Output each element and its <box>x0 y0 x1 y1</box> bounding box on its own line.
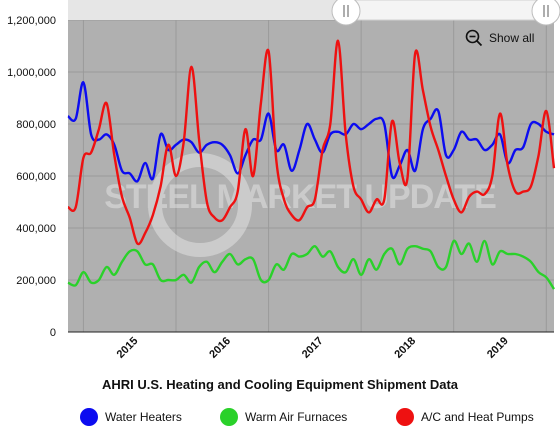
watermark-text: STEEL MARKET UPDATE <box>104 178 496 216</box>
x-tick-label: 2018 <box>392 335 418 361</box>
x-tick-label: 2016 <box>207 335 233 361</box>
series-line-warm-air-furnaces <box>67 239 556 290</box>
legend-item-ac-heat-pumps[interactable]: A/C and Heat Pumps <box>396 408 534 426</box>
legend-item-warm-air-furnaces[interactable]: Warm Air Furnaces <box>220 408 347 426</box>
x-axis-ticks: 2015 2016 2017 2018 2019 <box>115 335 511 361</box>
y-axis-ticks: 0 200,000 400,000 600,000 800,000 1,000,000 1,… <box>7 15 56 339</box>
x-tick-label: 2015 <box>115 335 141 361</box>
legend-label: A/C and Heat Pumps <box>421 410 534 424</box>
range-handle-left[interactable] <box>331 0 361 26</box>
y-tick-label: 600,000 <box>16 171 56 183</box>
legend-dot-water-heaters <box>80 408 98 426</box>
legend: Water Heaters Warm Air Furnaces A/C and … <box>0 408 560 434</box>
series-lines <box>67 39 556 290</box>
chart-canvas: STEEL MARKET UPDATE 0 200,000 400,000 600,0… <box>7 0 560 361</box>
chart-title: AHRI U.S. Heating and Cooling Equipment … <box>101 377 459 392</box>
legend-label: Warm Air Furnaces <box>245 410 348 424</box>
series-line-water-heaters <box>67 81 555 183</box>
legend-dot-warm-air-furnaces <box>220 408 238 426</box>
range-scrollbar[interactable] <box>68 0 560 26</box>
y-tick-label: 1,000,000 <box>7 67 56 79</box>
y-tick-label: 400,000 <box>16 223 56 235</box>
y-tick-label: 1,200,000 <box>7 15 56 27</box>
y-tick-label: 800,000 <box>16 119 56 131</box>
range-handle-right[interactable] <box>531 0 560 26</box>
legend-item-water-heaters[interactable]: Water Heaters <box>80 408 182 426</box>
watermark: STEEL MARKET UPDATE <box>104 153 497 257</box>
x-tick-label: 2017 <box>300 335 326 361</box>
zoom-out-icon <box>465 29 483 47</box>
y-tick-label: 200,000 <box>16 275 56 287</box>
show-all-label: Show all <box>489 31 535 45</box>
series-line-a-c-and-heat-pumps <box>67 39 556 246</box>
show-all-button[interactable]: Show all <box>465 29 534 47</box>
legend-label: Water Heaters <box>105 410 182 424</box>
range-selection[interactable] <box>345 0 547 21</box>
y-tick-label: 0 <box>50 327 56 339</box>
legend-dot-ac-heat-pumps <box>396 408 414 426</box>
x-tick-label: 2019 <box>485 335 511 361</box>
